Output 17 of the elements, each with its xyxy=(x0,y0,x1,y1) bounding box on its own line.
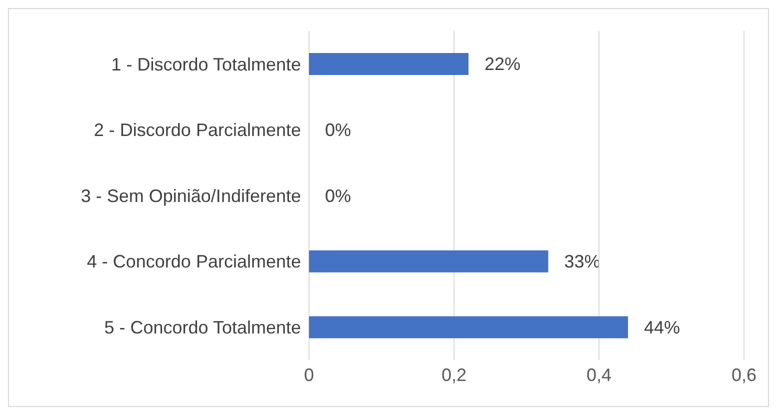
data-label: 44% xyxy=(644,317,680,338)
data-label: 0% xyxy=(325,186,352,206)
y-tick-label: 4 - Concordo Parcialmente xyxy=(86,252,301,272)
data-label: 33% xyxy=(564,252,600,272)
y-tick-label: 3 - Sem Opinião/Indiferente xyxy=(80,186,301,206)
x-tick-label: 0,4 xyxy=(586,364,612,385)
bar xyxy=(309,53,468,75)
x-tick-label: 0,6 xyxy=(731,364,757,385)
y-tick-label: 5 - Concordo Totalmente xyxy=(104,317,301,338)
bar xyxy=(309,316,628,338)
bar xyxy=(309,250,548,272)
data-label: 0% xyxy=(325,120,352,140)
y-tick-label: 1 - Discordo Totalmente xyxy=(111,54,301,74)
x-tick-label: 0 xyxy=(304,364,314,385)
x-tick-label: 0,2 xyxy=(441,364,467,385)
y-tick-label: 2 - Discordo Parcialmente xyxy=(94,120,301,140)
data-label: 22% xyxy=(484,54,521,74)
